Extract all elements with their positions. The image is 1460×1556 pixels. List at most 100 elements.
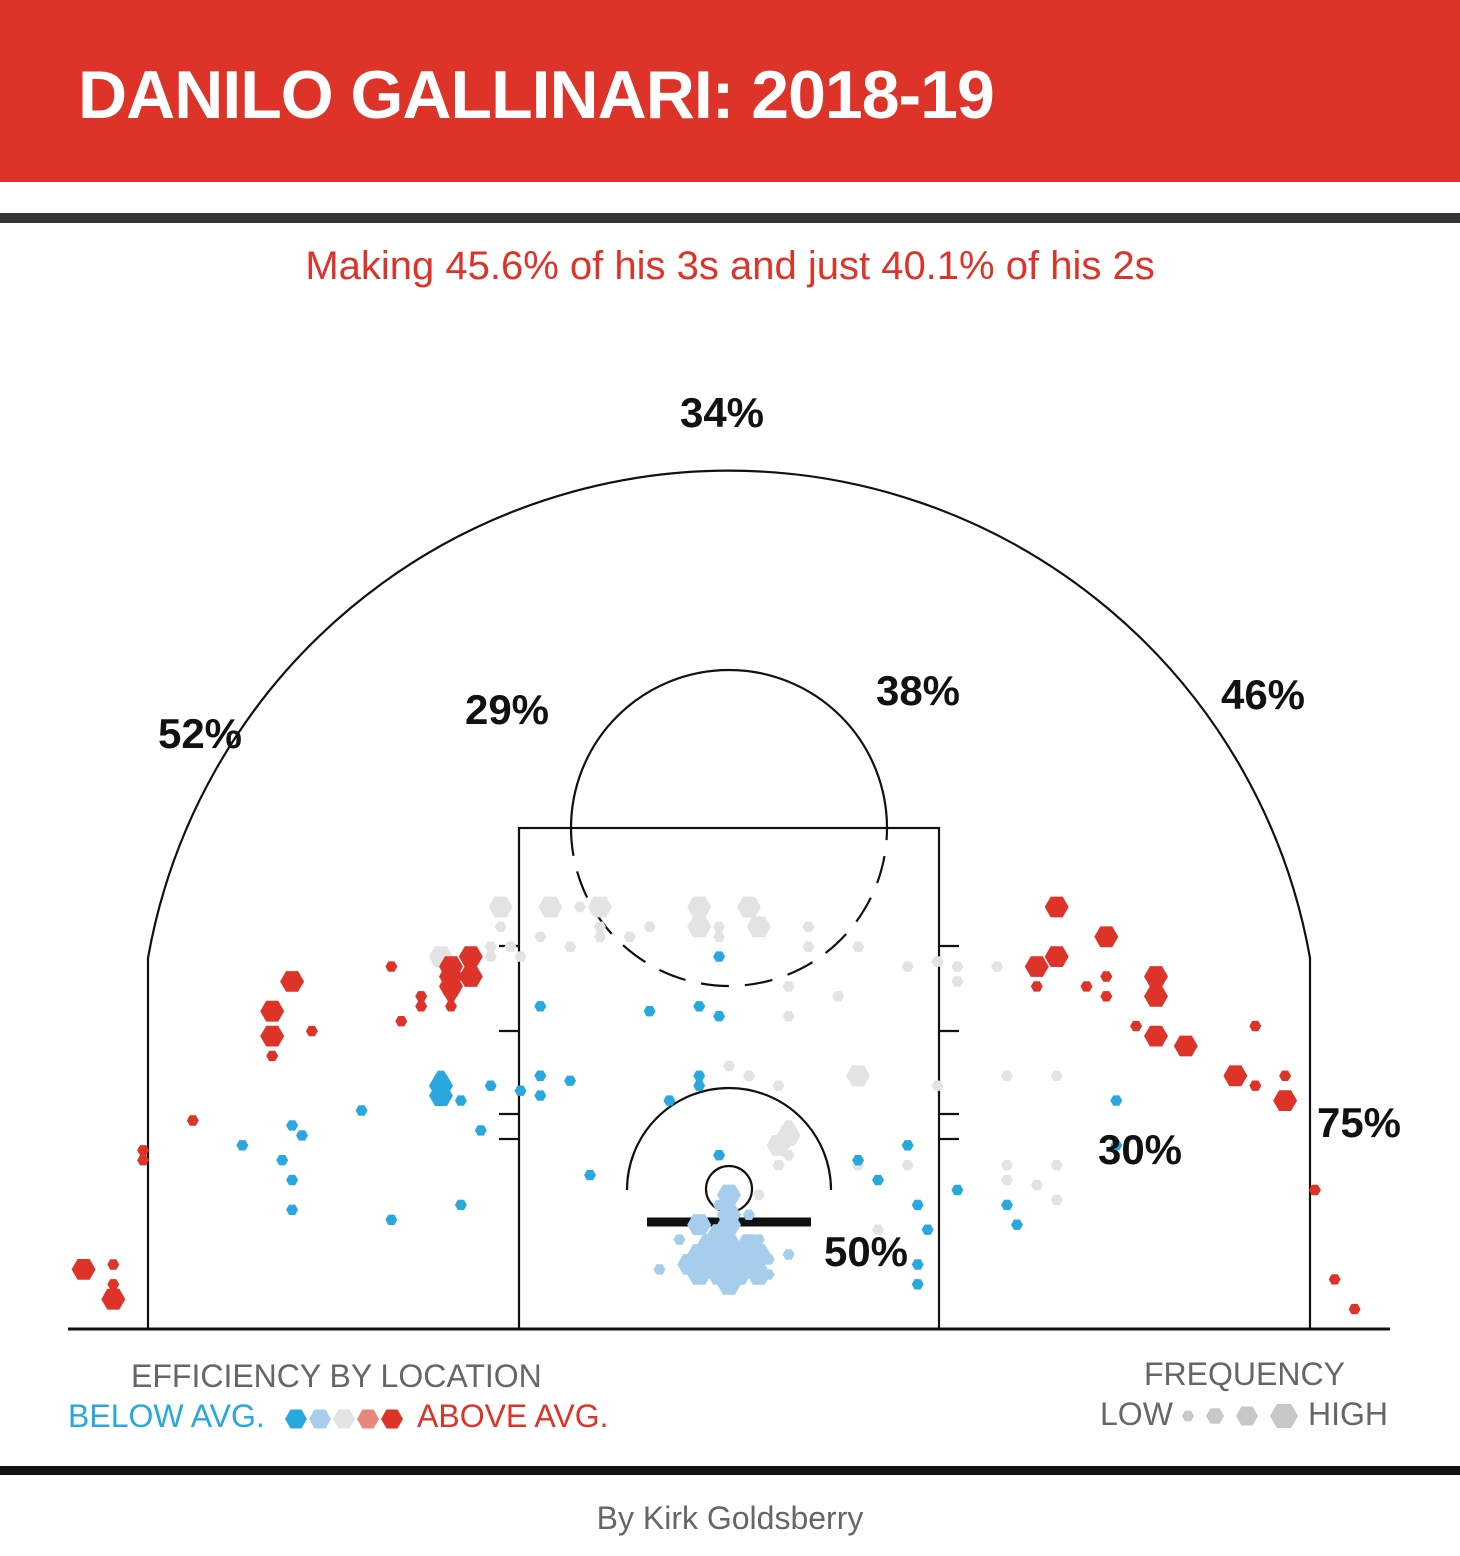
shot-hex-15	[623, 931, 636, 942]
shot-hex-85	[1144, 986, 1168, 1007]
shot-hex-93	[1279, 1070, 1292, 1081]
shot-hex-116	[286, 1120, 299, 1131]
shot-hex-87	[1130, 1020, 1143, 1032]
shot-hex-77	[1044, 896, 1069, 918]
swatch-size-4	[1270, 1403, 1298, 1429]
shot-hex-121	[286, 1204, 299, 1215]
shot-hex-96	[1328, 1274, 1341, 1285]
shot-hex-125	[584, 1169, 596, 1181]
shot-hex-98	[713, 951, 726, 962]
shot-hex-110	[514, 1085, 527, 1096]
shot-hex-117	[296, 1130, 308, 1141]
shot-hex-88	[1144, 1025, 1168, 1047]
shot-hex-74	[107, 1259, 120, 1270]
shot-hex-64	[305, 1025, 318, 1037]
shot-hex-70	[186, 1115, 199, 1126]
shot-hex-72	[137, 1155, 150, 1166]
shot-hex-54	[385, 961, 398, 972]
shot-hex-166	[762, 1254, 775, 1265]
shot-hex-51	[1050, 1194, 1063, 1206]
title-banner: DANILO GALLINARI: 2018-19	[0, 0, 1460, 182]
shot-hex-38	[1001, 1070, 1013, 1081]
shot-hex-135	[911, 1199, 924, 1211]
shot-hex-8	[643, 921, 656, 932]
shot-hex-27	[951, 961, 964, 972]
shot-hex-104	[534, 1070, 547, 1081]
shot-hex-43	[782, 1150, 795, 1161]
byline: By Kirk Goldsberry	[596, 1500, 864, 1536]
shot-hex-47	[1001, 1160, 1013, 1171]
shot-hex-102	[713, 1011, 726, 1022]
shot-hex-46	[901, 1160, 914, 1171]
frequency-swatches	[1182, 1403, 1298, 1429]
shot-hex-29	[991, 961, 1004, 972]
shot-hex-78	[1094, 926, 1119, 948]
zone-label-restricted-area: 50%	[824, 1228, 908, 1275]
shot-hex-129	[872, 1174, 884, 1186]
shot-hex-30	[782, 981, 795, 992]
shot-hex-123	[474, 1125, 487, 1136]
shot-hex-16	[713, 931, 726, 942]
shot-hex-165	[752, 1244, 765, 1255]
shot-hex-9	[687, 916, 712, 938]
swatch-above-avg	[381, 1409, 403, 1429]
zone-labels: 34% 52% 29% 38% 46% 30% 75% 50%	[158, 389, 1401, 1275]
court-lines	[68, 469, 1390, 1331]
shot-hex-94	[1273, 1090, 1298, 1111]
shot-hex-42	[766, 1134, 791, 1156]
shot-hex-115	[355, 1105, 368, 1116]
shot-hex-68	[445, 1001, 457, 1012]
chart-subtitle: Making 45.6% of his 3s and just 40.1% of…	[305, 244, 1155, 288]
shot-hex-95	[1308, 1184, 1321, 1196]
shot-hex-32	[782, 1011, 795, 1022]
shot-hex-127	[901, 1140, 914, 1151]
shot-hex-147	[673, 1234, 686, 1245]
shot-hex-13	[534, 931, 547, 942]
three-point-line	[146, 469, 1312, 1329]
shot-hex-100	[643, 1006, 656, 1017]
shot-hex-53	[872, 1224, 884, 1235]
shot-hex-89	[1173, 1035, 1198, 1057]
free-throw-circle-top	[569, 668, 889, 829]
shot-hex-122	[385, 1214, 398, 1225]
shot-hex-83	[1100, 971, 1113, 982]
shot-hex-97	[1348, 1303, 1361, 1315]
shot-hex-33	[723, 1060, 735, 1072]
shot-hex-31	[832, 991, 845, 1002]
shot-hex-37	[931, 1080, 944, 1091]
swatch-size-1	[1182, 1410, 1194, 1422]
shot-hex-1	[538, 896, 563, 918]
shot-hex-114	[663, 1095, 676, 1106]
shot-hex-60	[280, 971, 305, 992]
shot-hex-75	[107, 1279, 120, 1290]
shot-hex-7	[593, 921, 606, 932]
efficiency-legend-title: EFFICIENCY BY LOCATION	[131, 1358, 542, 1394]
shot-hex-10	[713, 921, 726, 932]
swatch-average	[333, 1409, 355, 1429]
shot-hex-169	[653, 1264, 666, 1275]
shot-hex-133	[1110, 1095, 1123, 1106]
shot-hex-63	[266, 1050, 279, 1062]
shot-hex-36	[846, 1065, 871, 1087]
shot-hex-118	[236, 1140, 249, 1151]
shot-hex-139	[717, 1184, 741, 1206]
shot-hex-21	[852, 941, 865, 952]
shot-hex-26	[931, 956, 944, 967]
shot-hex-20	[802, 941, 815, 952]
swatch-below-avg	[285, 1409, 307, 1429]
shot-hex-142	[742, 1209, 755, 1220]
frequency-high-label: HIGH	[1308, 1396, 1388, 1432]
shot-hex-164	[717, 1273, 741, 1295]
shot-hex-28	[951, 976, 964, 987]
shot-hex-119	[276, 1155, 289, 1166]
restricted-area-arc	[625, 1086, 833, 1191]
shot-hex-66	[415, 991, 428, 1002]
bottom-divider	[0, 1466, 1460, 1475]
shot-hex-163	[746, 1264, 771, 1285]
shot-hex-62	[260, 1025, 285, 1047]
zone-label-right-midrange: 30%	[1098, 1126, 1182, 1173]
zone-label-left-wing-three: 52%	[158, 710, 242, 757]
shot-hex-91	[1223, 1065, 1248, 1087]
shot-hex-131	[1001, 1199, 1013, 1211]
